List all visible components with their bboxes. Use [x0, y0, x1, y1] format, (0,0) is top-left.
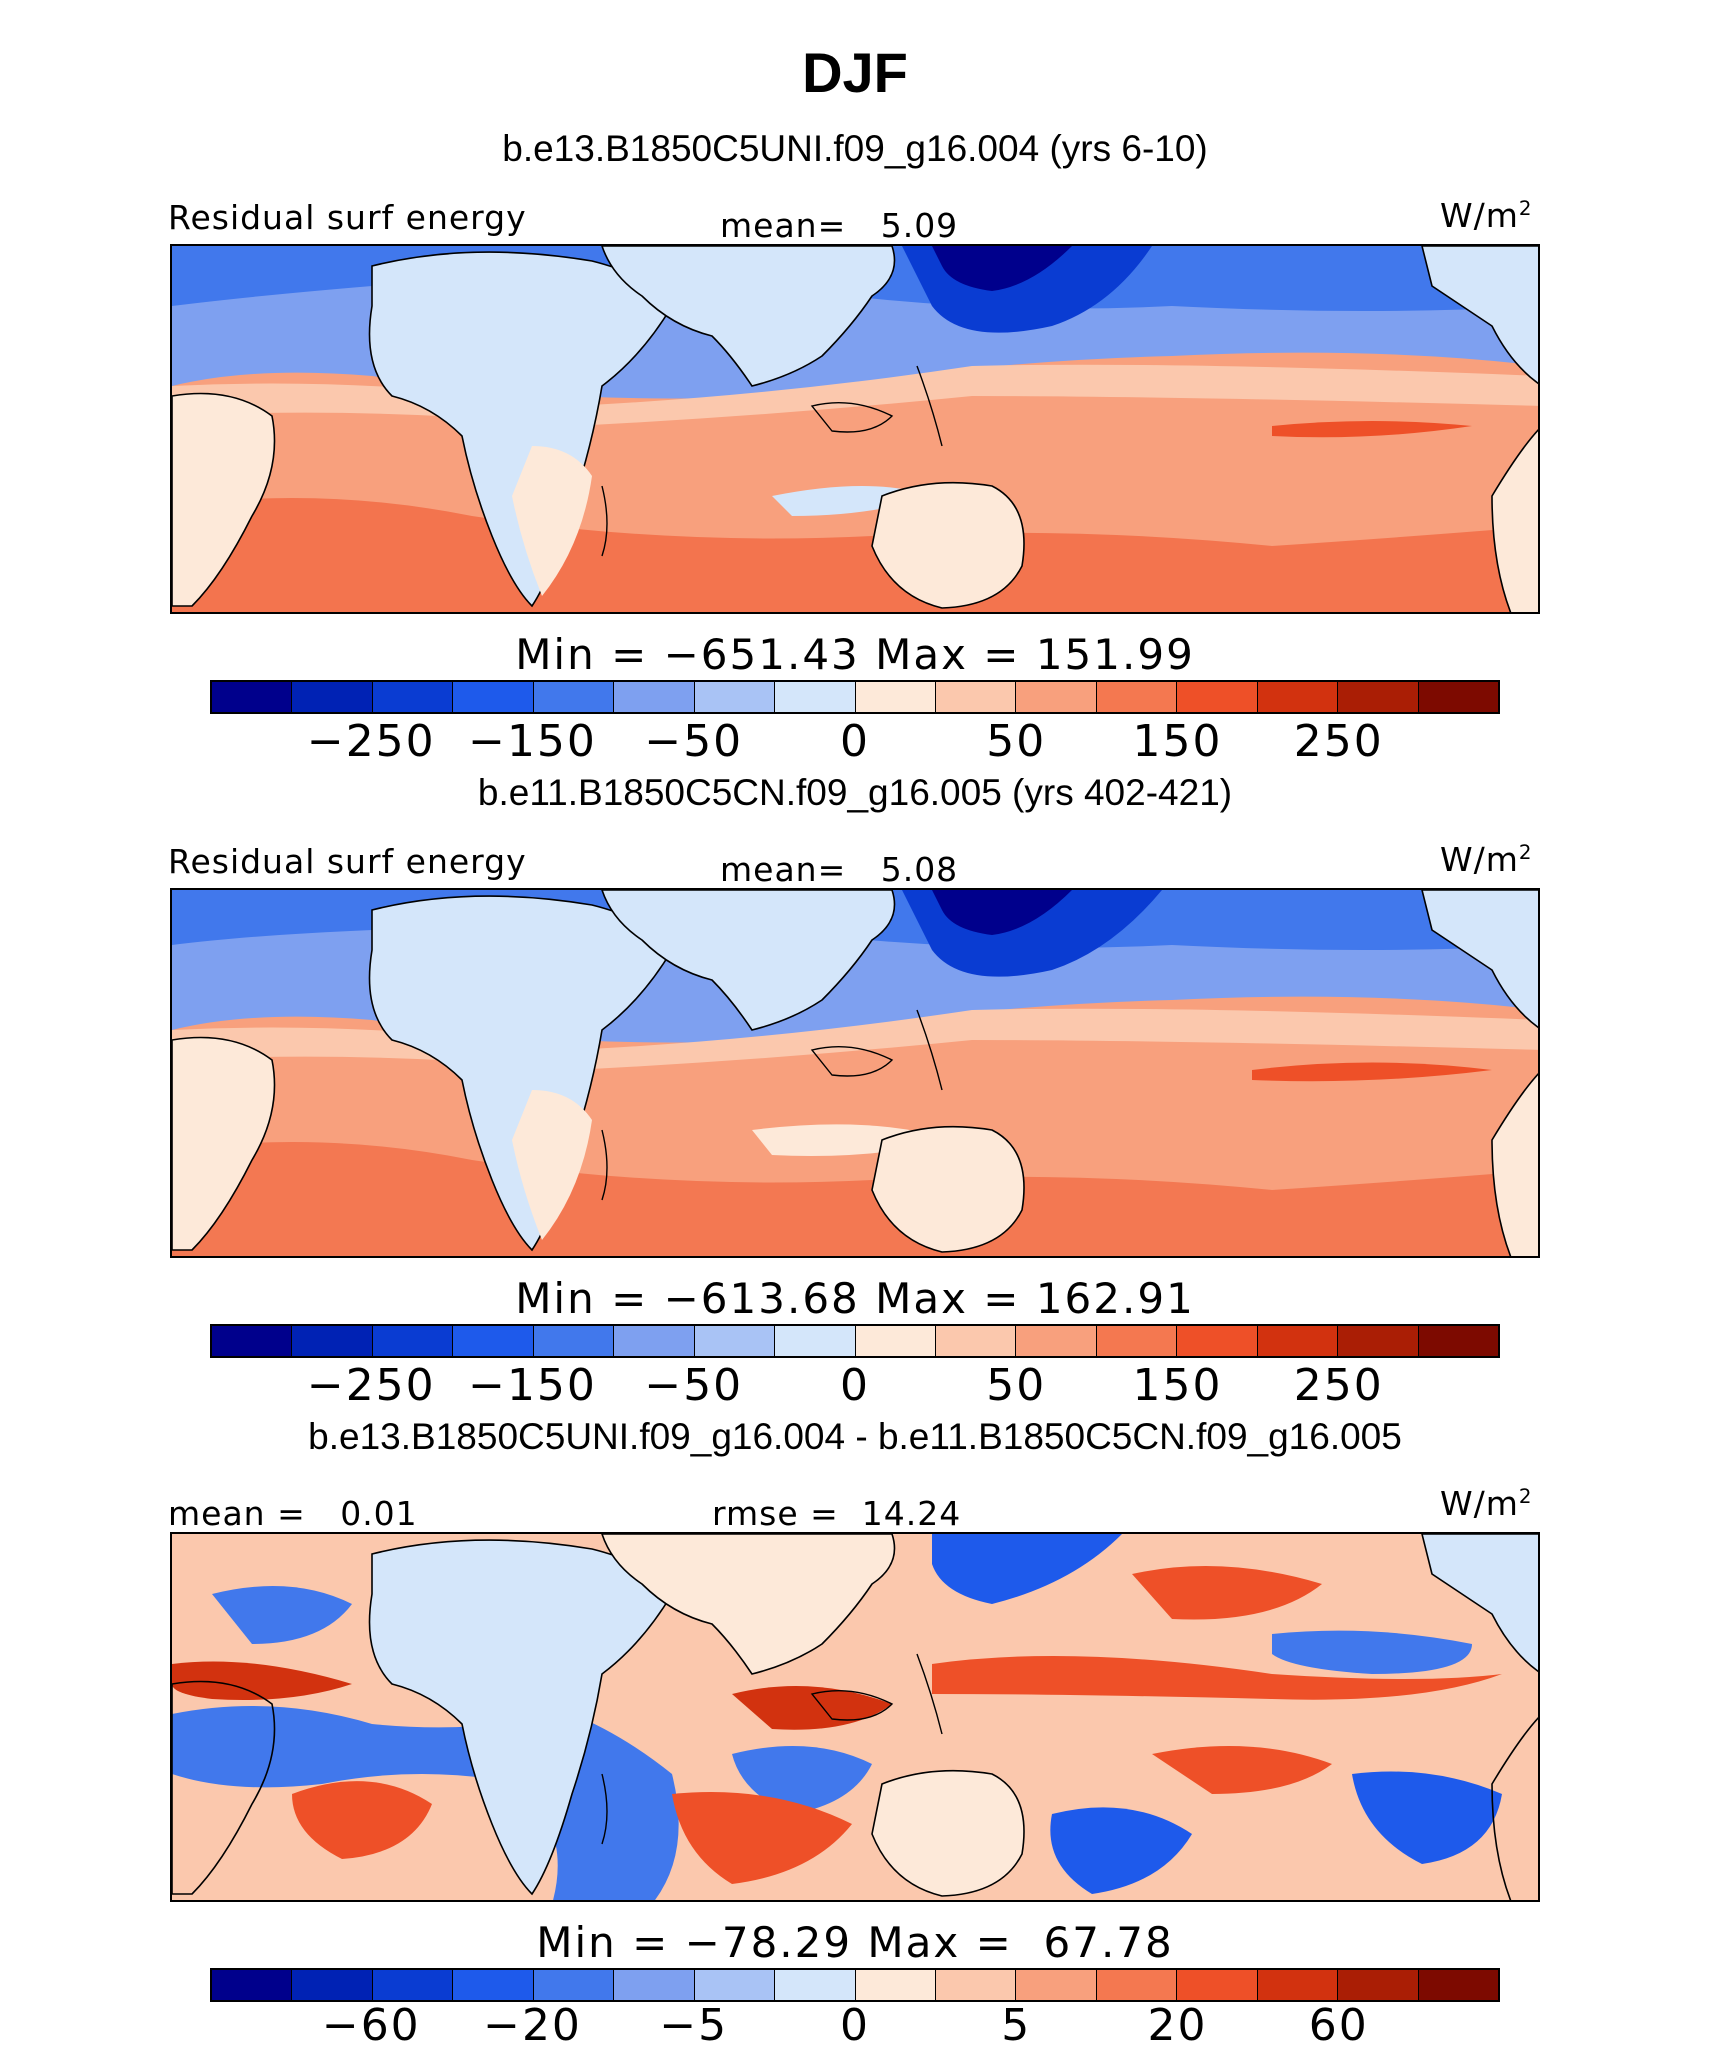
colorbar-swatch — [453, 1326, 534, 1356]
colorbar-swatch — [694, 1326, 776, 1356]
colorbar-swatch — [212, 682, 293, 712]
colorbar-swatch — [1016, 1326, 1097, 1356]
colorbar-swatch — [292, 1326, 373, 1356]
colorbar-swatch — [1338, 1326, 1419, 1356]
colorbar-swatch — [453, 682, 534, 712]
panel-2-colorbar — [210, 1324, 1500, 1358]
colorbar-swatch — [1338, 682, 1419, 712]
colorbar-swatch — [775, 682, 856, 712]
colorbar-swatch — [1418, 1970, 1498, 2000]
colorbar-tick-label: 50 — [986, 716, 1047, 767]
colorbar-tick-label: 0 — [840, 1360, 870, 1411]
panel-2-map — [170, 888, 1540, 1258]
colorbar-tick-label: −250 — [306, 1360, 436, 1411]
colorbar-tick-label: 60 — [1308, 2000, 1369, 2051]
colorbar-tick-label: −50 — [644, 716, 744, 767]
colorbar-swatch — [372, 682, 454, 712]
colorbar-swatch — [855, 1326, 936, 1356]
colorbar-swatch — [935, 682, 1017, 712]
panel-3-mean-label: mean = 0.01 — [168, 1494, 418, 1533]
colorbar-tick-label: 0 — [840, 2000, 870, 2051]
figure-title: DJF — [802, 41, 908, 104]
colorbar-tick-label: −150 — [468, 716, 597, 767]
colorbar-swatch — [1338, 1970, 1419, 2000]
panel-1-case-title: b.e13.B1850C5UNI.f09_g16.004 (yrs 6-10) — [502, 128, 1208, 169]
colorbar-swatch — [1016, 1970, 1097, 2000]
colorbar-swatch — [1257, 1326, 1339, 1356]
panel-3-colorbar — [210, 1968, 1500, 2002]
colorbar-swatch — [775, 1326, 856, 1356]
colorbar-swatch — [1177, 682, 1258, 712]
colorbar-swatch — [694, 1970, 776, 2000]
colorbar-tick-label: 50 — [986, 1360, 1047, 1411]
colorbar-swatch — [372, 1326, 454, 1356]
colorbar-tick-label: −150 — [468, 1360, 597, 1411]
colorbar-swatch — [1418, 682, 1498, 712]
colorbar-swatch — [855, 682, 936, 712]
colorbar-tick-label: 150 — [1132, 716, 1223, 767]
colorbar-tick-label: −250 — [306, 716, 436, 767]
colorbar-swatch — [1096, 1970, 1178, 2000]
colorbar-tick-label: 5 — [1001, 2000, 1032, 2051]
colorbar-swatch — [1257, 1970, 1339, 2000]
colorbar-swatch — [614, 682, 695, 712]
colorbar-swatch — [212, 1970, 293, 2000]
panel-2-case-title: b.e11.B1850C5CN.f09_g16.005 (yrs 402-421… — [477, 772, 1233, 813]
panel-2-variable-label: Residual surf energy — [168, 842, 527, 881]
colorbar-tick-label: 0 — [840, 716, 870, 767]
colorbar-swatch — [533, 1970, 615, 2000]
panel-1-minmax: Min = −651.43 Max = 151.99 — [515, 630, 1195, 679]
colorbar-swatch — [935, 1326, 1017, 1356]
panel-2-units-label: W/m2 — [1440, 840, 1533, 879]
panel-1-colorbar-labels: −250 −150 −50 0 50 150 250 — [210, 716, 1500, 767]
panel-3-map-svg — [172, 1534, 1538, 1900]
panel-2-map-svg — [172, 890, 1538, 1256]
colorbar-tick-label: 20 — [1147, 2000, 1208, 2051]
colorbar-swatch — [533, 682, 615, 712]
colorbar-swatch — [1016, 682, 1097, 712]
colorbar-swatch — [1177, 1970, 1258, 2000]
colorbar-swatch — [212, 1326, 293, 1356]
colorbar-tick-label: −5 — [659, 2000, 729, 2051]
colorbar-swatch — [533, 1326, 615, 1356]
panel-2-mean-label: mean= 5.08 — [720, 850, 959, 889]
panel-1-map — [170, 244, 1540, 614]
colorbar-tick-label: −50 — [644, 1360, 744, 1411]
panel-2-colorbar-labels: −250 −150 −50 0 50 150 250 — [210, 1360, 1500, 1411]
panel-1-mean-label: mean= 5.09 — [720, 206, 959, 245]
colorbar-swatch — [614, 1970, 695, 2000]
panel-1-colorbar — [210, 680, 1500, 714]
colorbar-tick-label: 150 — [1132, 1360, 1223, 1411]
colorbar-tick-label: −60 — [321, 2000, 421, 2051]
colorbar-swatch — [694, 682, 776, 712]
colorbar-tick-label: −20 — [483, 2000, 582, 2051]
colorbar-swatch — [775, 1970, 856, 2000]
panel-1-units-label: W/m2 — [1440, 196, 1533, 235]
colorbar-swatch — [372, 1970, 454, 2000]
colorbar-tick-label: 250 — [1293, 716, 1384, 767]
colorbar-swatch — [1096, 682, 1178, 712]
colorbar-tick-label: 250 — [1293, 1360, 1384, 1411]
panel-3-case-title: b.e13.B1850C5UNI.f09_g16.004 - b.e11.B18… — [308, 1416, 1402, 1457]
panel-1-map-svg — [172, 246, 1538, 612]
colorbar-swatch — [614, 1326, 695, 1356]
colorbar-swatch — [935, 1970, 1017, 2000]
panel-3-colorbar-labels: −60 −20 −5 0 5 20 60 — [210, 2000, 1500, 2051]
panel-2-minmax: Min = −613.68 Max = 162.91 — [515, 1274, 1195, 1323]
colorbar-swatch — [855, 1970, 936, 2000]
panel-3-units-label: W/m2 — [1440, 1484, 1533, 1523]
colorbar-swatch — [453, 1970, 534, 2000]
panel-3-map — [170, 1532, 1540, 1902]
colorbar-swatch — [1096, 1326, 1178, 1356]
panel-3-minmax: Min = −78.29 Max = 67.78 — [536, 1918, 1174, 1967]
colorbar-swatch — [1418, 1326, 1498, 1356]
panel-1-variable-label: Residual surf energy — [168, 198, 527, 237]
panel-3-rmse-label: rmse = 14.24 — [712, 1494, 962, 1533]
colorbar-swatch — [292, 1970, 373, 2000]
colorbar-swatch — [1257, 682, 1339, 712]
colorbar-swatch — [1177, 1326, 1258, 1356]
colorbar-swatch — [292, 682, 373, 712]
